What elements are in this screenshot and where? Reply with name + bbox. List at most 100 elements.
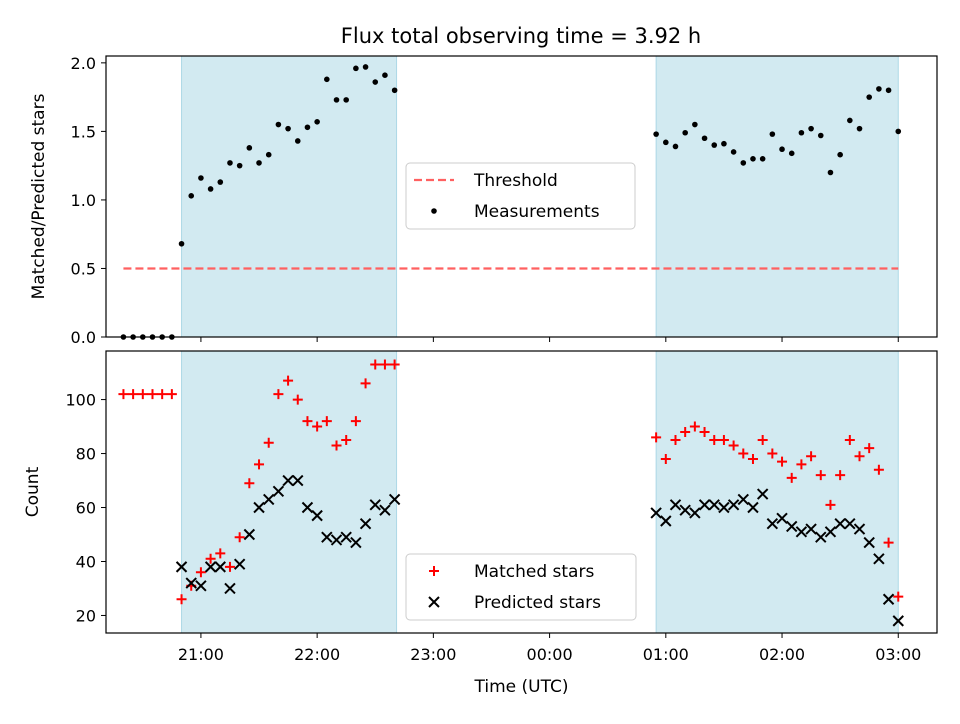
measurement-point [847,117,853,124]
matched-star-point [864,443,875,454]
matched-star-point [844,435,855,446]
predicted-star-point [650,507,662,519]
y-tick-label: 100 [65,391,96,410]
measurement-point [382,72,388,78]
predicted-star-point [669,499,682,511]
matched-star-point [728,440,739,451]
matched-star-point [670,435,681,446]
x-tick-label: 03:00 [875,645,921,664]
matched-star-point [195,567,206,578]
measurement-point [769,131,776,137]
predicted-star-point [698,499,711,511]
predicted-star-point [815,531,827,543]
predicted-star-point [340,531,352,543]
measurement-point [304,124,311,131]
measurement-point [817,132,824,139]
predicted-star-point [805,523,817,535]
predicted-star-point [679,504,691,516]
measurement-point [876,86,882,92]
predicted-star-point [263,493,275,506]
measurement-point [663,139,669,146]
measurement-point [246,145,253,151]
legend-label: Measurements [474,202,600,222]
measurement-point [236,162,243,169]
measurement-point [692,121,698,128]
shaded-region [655,350,899,634]
predicted-star-point [282,474,294,487]
matched-star-point [370,359,381,370]
measurement-point [362,64,369,70]
matched-star-point [234,532,245,543]
predicted-star-point [175,561,188,573]
predicted-star-point [388,493,401,506]
predicted-star-point [214,561,226,573]
matched-star-point [767,448,778,459]
axes-frame [105,55,938,338]
matched-star-point [147,389,158,400]
predicted-star-point [359,518,372,530]
y-tick-label: 2.0 [71,54,96,73]
measurement-point [895,128,902,135]
predicted-star-point [795,526,808,538]
predicted-star-point [834,518,846,530]
matched-star-point [786,472,797,483]
legend-label: Threshold [473,171,558,191]
matched-star-point [806,451,817,462]
predicted-star-point [233,558,246,570]
matched-star-point [350,416,361,427]
x-tick-label: 00:00 [527,645,573,664]
matched-star-point [689,421,700,432]
predicted-star-point [756,488,769,500]
legend-box [405,162,636,230]
legend-matched-swatch [429,566,439,576]
legend-box [405,553,637,621]
measurement-point [711,142,718,148]
matched-star-point [302,416,313,427]
predicted-star-point [660,515,672,527]
matched-star-point [825,499,836,510]
matched-star-point [747,453,758,464]
predicted-star-point [844,518,856,530]
shaded-region [181,350,398,634]
matched-star-point [360,378,371,389]
measurement-point [730,149,737,155]
x-axis-label: Time (UTC) [474,677,569,697]
matched-star-point [718,435,729,446]
y-axis-label: Count [23,466,43,517]
bottom-panel: 20 40 60 80 100 21:00 22:00 23:00 00:00 01:00 02:0… [23,350,938,697]
matched-star-point [738,448,749,459]
chart-title: Flux total observing time = 3.92 h [341,24,701,48]
matched-star-point [777,456,788,467]
measurement-point [256,160,262,166]
matched-star-point [883,537,894,548]
x-tick-label: 23:00 [410,645,456,664]
measurement-point [217,179,224,185]
predicted-star-point [786,520,798,533]
y-tick-label: 80 [76,445,96,464]
measurement-point [314,118,320,125]
shaded-region [181,55,398,338]
axes-frame [105,350,938,634]
y-tick-label: 0.5 [71,259,96,278]
matched-star-point [893,591,904,602]
legend-label: Matched stars [474,562,594,582]
measurement-point [207,186,214,192]
matched-star-point [815,470,826,481]
legend-measurement-swatch [431,208,437,214]
measurement-point [275,121,282,128]
matched-star-point [835,470,846,481]
measurement-point [265,151,272,158]
matched-star-point [137,389,148,400]
matched-star-point [118,389,129,400]
predicted-star-point [882,593,895,605]
y-tick-label: 1.0 [71,191,96,210]
matched-star-point [312,421,323,432]
matched-star-point [128,389,139,400]
predicted-star-point [873,553,885,565]
matched-star-point [254,459,265,470]
measurement-point [701,135,708,142]
measurement-point [324,76,330,83]
measurement-point [285,125,291,132]
predicted-star-point [321,531,333,543]
